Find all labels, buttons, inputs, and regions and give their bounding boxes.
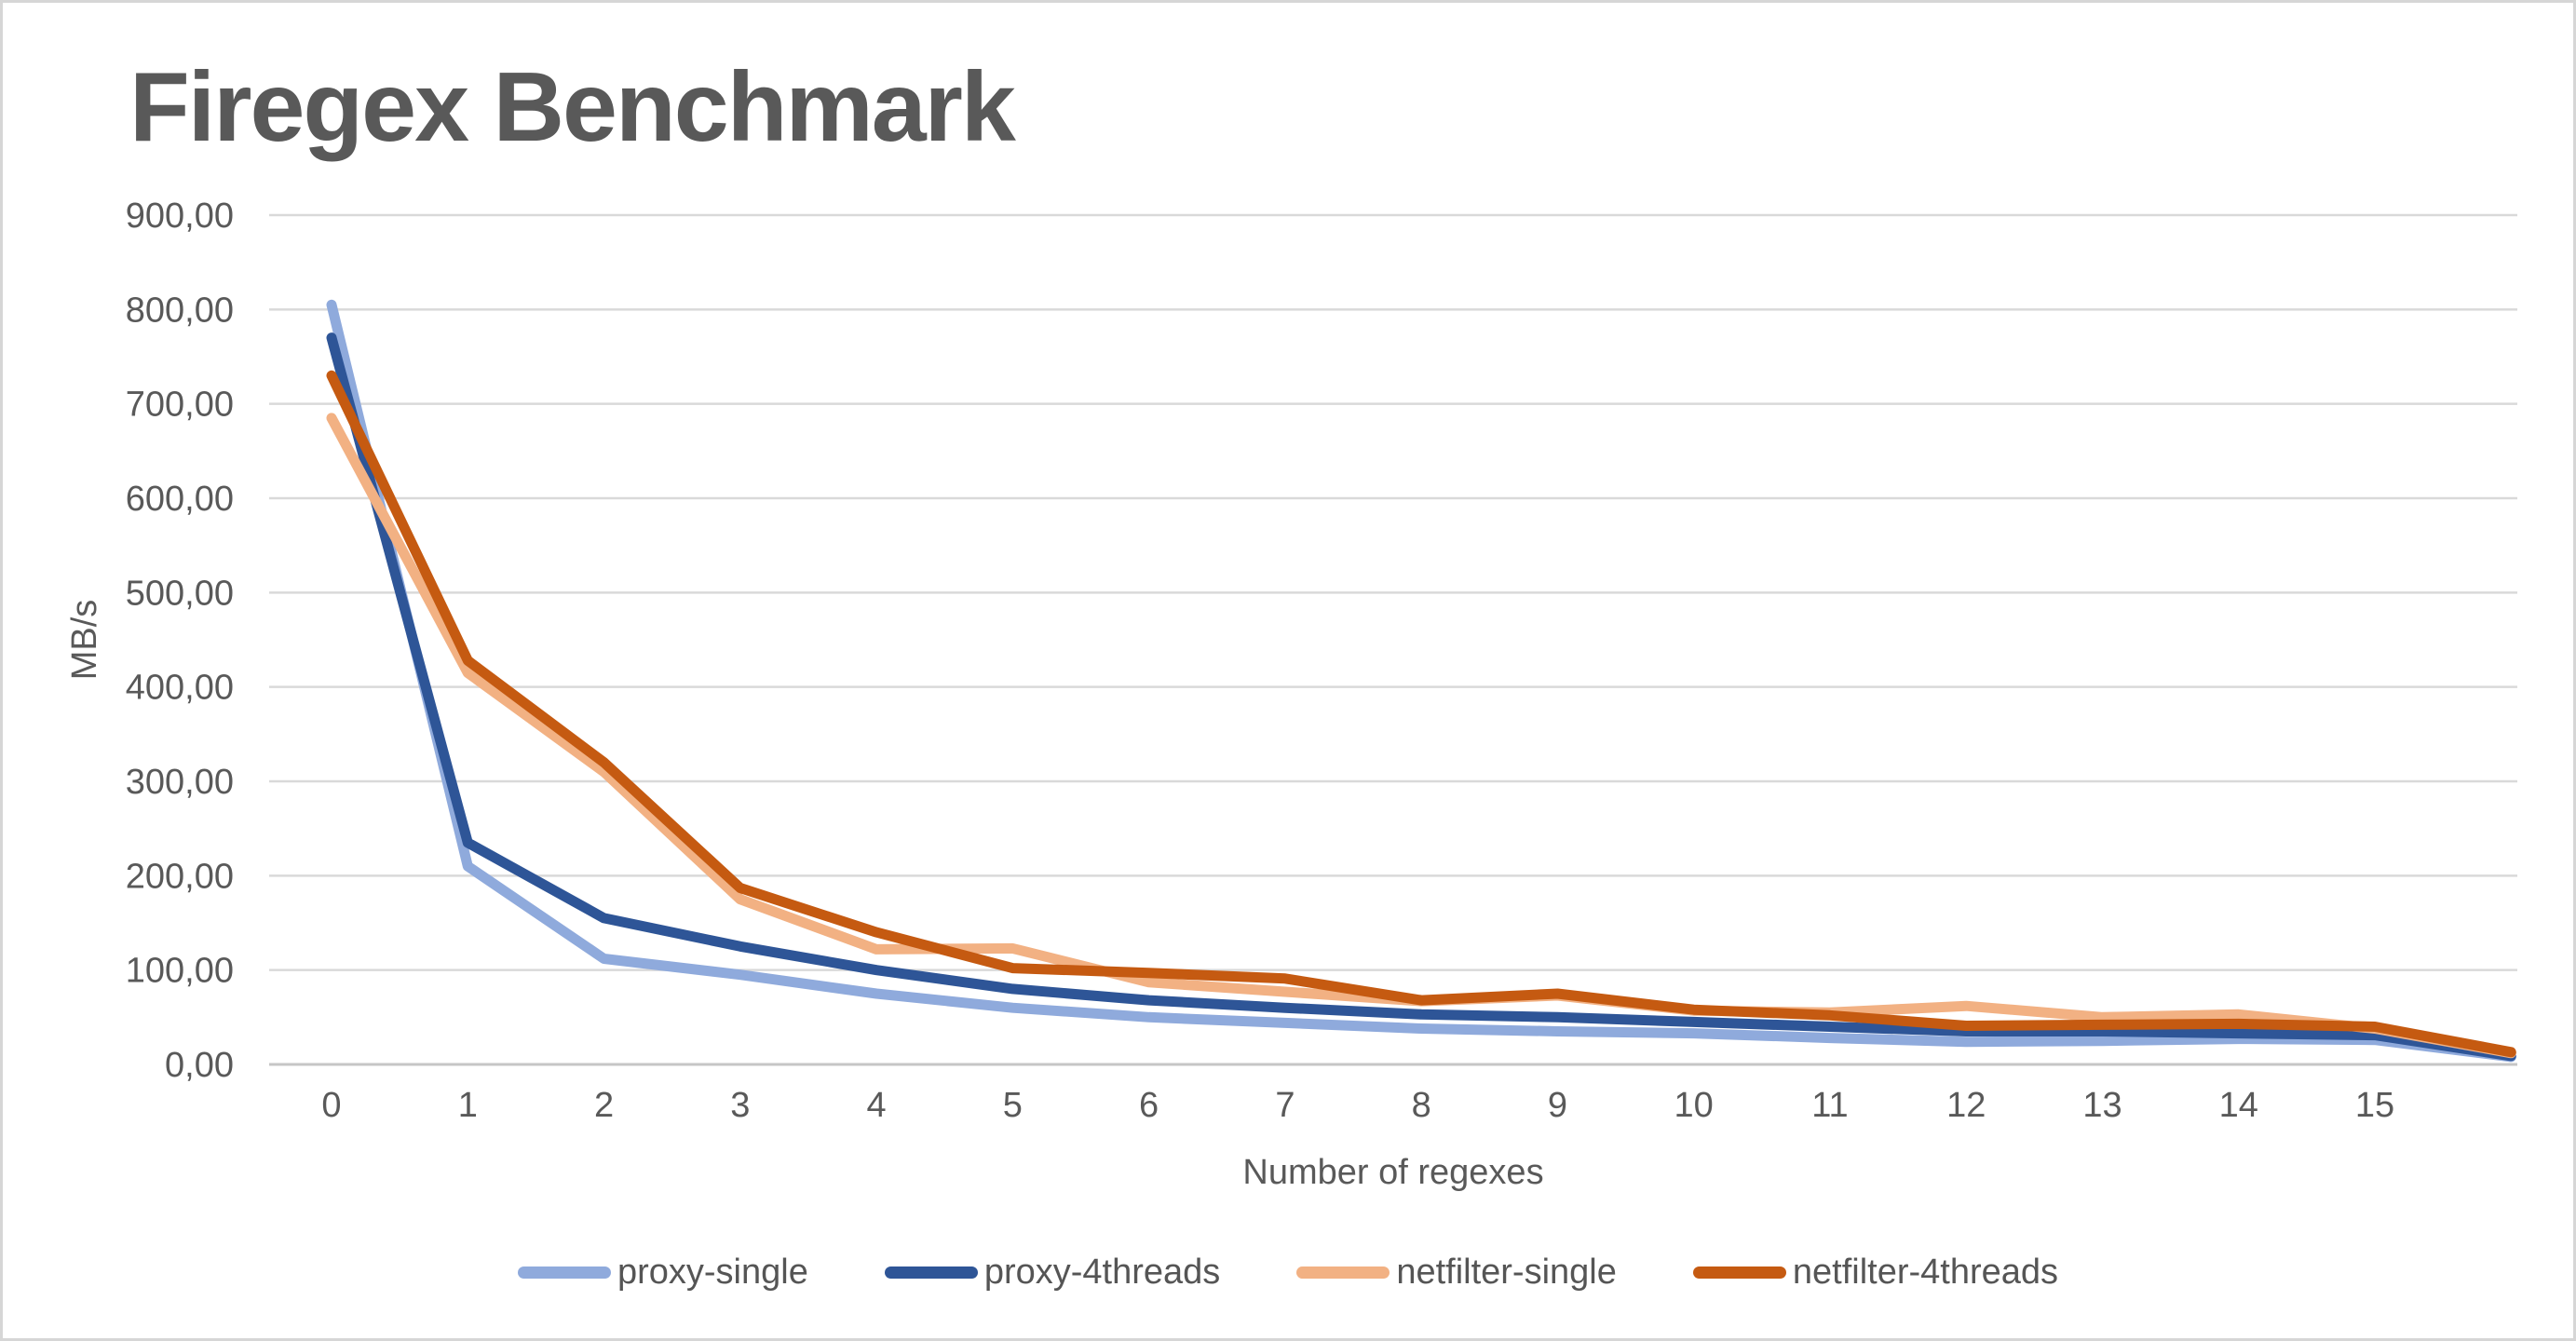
legend-item-netfilter-4threads: netfilter-4threads bbox=[1692, 1253, 2059, 1293]
x-tick-label: 11 bbox=[1811, 1086, 1848, 1125]
legend-item-proxy-single: proxy-single bbox=[517, 1253, 808, 1293]
x-tick-label: 2 bbox=[594, 1086, 614, 1125]
series-line-netfilter-single bbox=[326, 413, 2516, 1059]
x-tick-label: 10 bbox=[1674, 1086, 1714, 1125]
x-tick-label: 6 bbox=[1139, 1086, 1159, 1125]
x-tick-label: 12 bbox=[1946, 1086, 1986, 1125]
x-axis-title: Number of regexes bbox=[1242, 1153, 1543, 1192]
chart-legend: proxy-single proxy-4threads netfilter-sing… bbox=[3, 1253, 2573, 1293]
legend-item-netfilter-single: netfilter-single bbox=[1296, 1253, 1617, 1293]
x-tick-label: 5 bbox=[1003, 1086, 1023, 1125]
x-tick-label: 9 bbox=[1548, 1086, 1567, 1125]
y-tick-label: 500,00 bbox=[126, 574, 234, 613]
legend-label: proxy-4threads bbox=[983, 1253, 1221, 1292]
series-line-proxy-4threads bbox=[326, 332, 2516, 1062]
x-tick-label: 0 bbox=[321, 1086, 341, 1125]
legend-item-proxy-4threads: proxy-4threads bbox=[884, 1253, 1221, 1293]
x-tick-label: 8 bbox=[1412, 1086, 1431, 1125]
y-tick-label: 0,00 bbox=[165, 1046, 234, 1085]
y-tick-label: 900,00 bbox=[126, 196, 234, 236]
legend-label: proxy-single bbox=[617, 1253, 808, 1292]
y-tick-label: 100,00 bbox=[126, 952, 234, 991]
x-tick-label: 15 bbox=[2355, 1086, 2394, 1125]
y-tick-label: 600,00 bbox=[126, 480, 234, 519]
y-tick-label: 800,00 bbox=[126, 291, 234, 330]
x-tick-label: 14 bbox=[2219, 1086, 2258, 1125]
x-tick-label: 1 bbox=[458, 1086, 478, 1125]
legend-swatch-icon bbox=[1692, 1266, 1786, 1279]
legend-swatch-icon bbox=[1296, 1266, 1390, 1279]
y-tick-label: 200,00 bbox=[126, 857, 234, 896]
series-line-netfilter-4threads bbox=[326, 370, 2516, 1058]
x-tick-label: 3 bbox=[730, 1086, 750, 1125]
y-tick-label: 400,00 bbox=[126, 669, 234, 708]
legend-label: netfilter-single bbox=[1396, 1253, 1617, 1292]
x-tick-label: 4 bbox=[867, 1086, 887, 1125]
legend-swatch-icon bbox=[517, 1266, 611, 1279]
chart-title: Firegex Benchmark bbox=[129, 52, 1016, 162]
y-tick-label: 700,00 bbox=[126, 386, 234, 425]
line-chart: 0,00 100,00 200,00 300,00 400,00 500,00 600,00… bbox=[65, 196, 2517, 1192]
x-tick-label: 13 bbox=[2082, 1086, 2122, 1125]
y-axis-title: MB/s bbox=[65, 600, 104, 681]
x-tick-label: 7 bbox=[1275, 1086, 1295, 1125]
legend-swatch-icon bbox=[884, 1266, 978, 1279]
series-line-proxy-single bbox=[326, 299, 2516, 1063]
legend-label: netfilter-4threads bbox=[1792, 1253, 2059, 1292]
y-tick-label: 300,00 bbox=[126, 763, 234, 802]
